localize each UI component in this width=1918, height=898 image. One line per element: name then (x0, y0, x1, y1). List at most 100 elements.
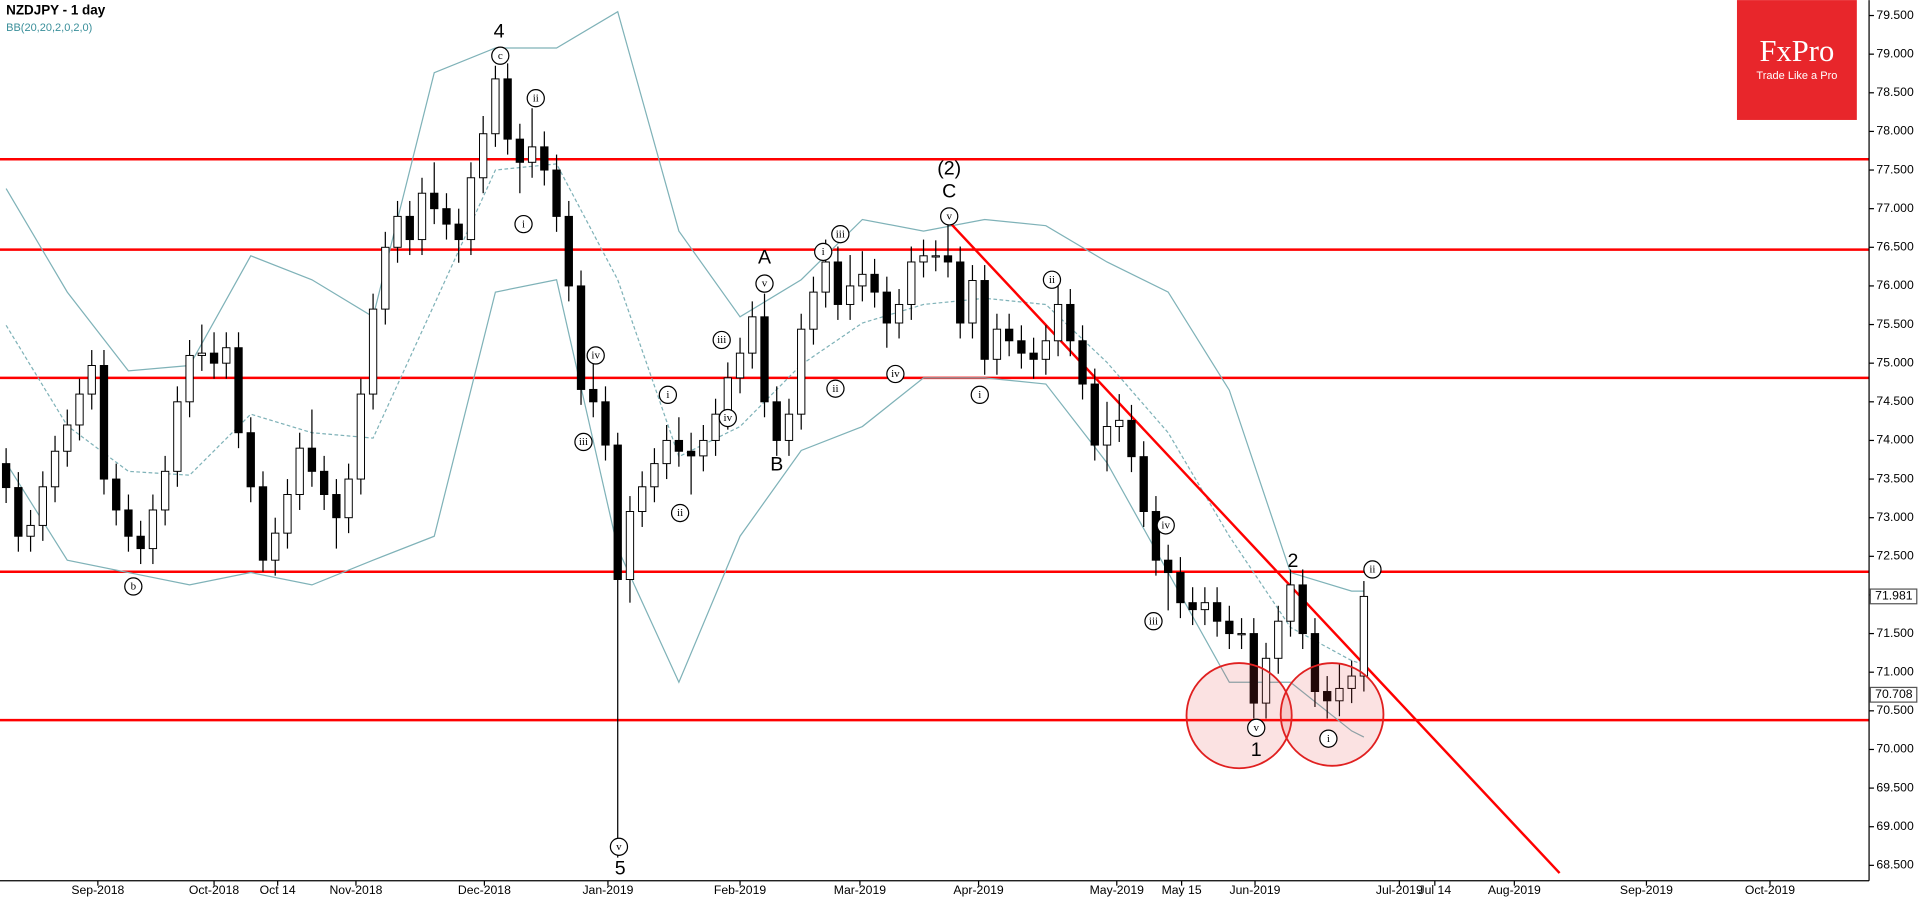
price-tag (1869, 588, 1918, 605)
candle-body (1004, 328, 1014, 342)
bollinger-upper (5, 10, 1364, 592)
y-tick-label: 69.500 (1876, 780, 1914, 794)
y-tick-label: 68.500 (1876, 858, 1914, 872)
candle-body (1188, 602, 1197, 611)
x-tick-label: Mar-2019 (834, 883, 886, 897)
candle-body (50, 450, 60, 488)
x-tick-label: Nov-2018 (329, 883, 382, 897)
chart-title: NZDJPY - 1 day (6, 3, 106, 18)
candle-body (845, 285, 855, 305)
annotation: iii (1149, 615, 1158, 627)
candle-body (99, 365, 109, 480)
candle-body (381, 246, 390, 310)
candle-body (258, 486, 268, 561)
candle-body (491, 78, 500, 135)
candle-body (319, 470, 329, 496)
candle-body (1029, 352, 1038, 360)
annotation-circle (526, 89, 545, 108)
candle-body (992, 328, 1002, 360)
candle-body (136, 535, 145, 550)
candle-body (919, 255, 928, 263)
annotation: i (978, 389, 981, 401)
candle-body (26, 524, 35, 537)
x-tick-label: Apr-2019 (953, 883, 1003, 897)
x-tick-label: Jan-2019 (582, 883, 633, 897)
candle-body (1310, 633, 1320, 693)
candle-body (711, 413, 720, 441)
candle-body (295, 447, 304, 496)
annotation: ii (677, 507, 683, 519)
candle-body (1090, 383, 1099, 446)
candle-body (1017, 340, 1026, 354)
annotation-circle (826, 379, 845, 398)
candle-body (197, 352, 206, 356)
candle-body (1359, 595, 1369, 677)
annotation: ii (832, 383, 838, 395)
price-tag-label: 71.981 (1875, 589, 1913, 603)
x-tick-label: May-2019 (1090, 883, 1145, 897)
candle-body (772, 401, 781, 441)
candle-body (968, 280, 977, 324)
candle-body (1335, 687, 1344, 702)
annotation-circle (609, 837, 629, 856)
candle-body (735, 352, 745, 379)
annotation-circle (514, 214, 533, 234)
candle-body (185, 354, 194, 403)
candle-body (344, 478, 353, 519)
x-tick-label: Sep-2019 (1620, 883, 1673, 897)
logo-slogan: Trade Like a Pro (1756, 70, 1837, 82)
y-tick-label: 72.500 (1876, 549, 1914, 563)
candle-body (173, 401, 182, 472)
y-tick-label: 73.000 (1876, 510, 1914, 524)
plot-area (0, 10, 1870, 874)
candle-body (283, 494, 292, 534)
annotation-circle (1156, 516, 1175, 535)
candle-body (1225, 620, 1234, 635)
annotation: i (666, 389, 669, 401)
annotation: c (498, 50, 503, 62)
annotation-circle (970, 385, 989, 405)
candle-body (234, 347, 243, 434)
annotation: i (522, 218, 525, 230)
candle-body (75, 393, 84, 426)
y-tick-label: 77.000 (1876, 201, 1914, 215)
candle-body (748, 316, 757, 354)
annotation-circle (831, 224, 850, 244)
candle-body (1261, 657, 1271, 704)
candle-body (540, 146, 549, 171)
annotation: 2 (1287, 550, 1298, 572)
annotation: iii (717, 334, 726, 346)
candle-body (589, 388, 598, 403)
candle-body (1286, 584, 1295, 622)
candle-body (515, 138, 525, 163)
candle-body (1041, 340, 1051, 360)
candle-body (209, 352, 219, 364)
candle-body (1212, 602, 1222, 622)
annotation: 5 (615, 857, 626, 879)
annotation-circle (755, 274, 774, 293)
candle-body (222, 347, 231, 364)
candle-body (674, 439, 684, 452)
y-tick-label: 70.000 (1876, 742, 1914, 756)
candle-body (931, 255, 940, 258)
candle-body (894, 303, 904, 324)
candle-body (1323, 691, 1332, 702)
annotation-circle (670, 503, 690, 523)
candle-body (882, 291, 891, 324)
candle-body (784, 413, 794, 441)
candle-body (821, 261, 830, 293)
annotation-circle (586, 346, 605, 365)
candle-body (1139, 456, 1148, 513)
candle-body (833, 261, 843, 305)
candle-body (797, 328, 806, 415)
annotation: v (946, 211, 952, 223)
y-tick-label: 74.500 (1876, 394, 1914, 408)
candle-body (552, 169, 561, 217)
y-tick-label: 79.500 (1876, 8, 1914, 22)
candle-body (625, 511, 635, 580)
annotation: iv (724, 412, 733, 424)
annotation: A (758, 246, 772, 268)
candle-body (1115, 419, 1124, 428)
candle-body (112, 478, 121, 511)
